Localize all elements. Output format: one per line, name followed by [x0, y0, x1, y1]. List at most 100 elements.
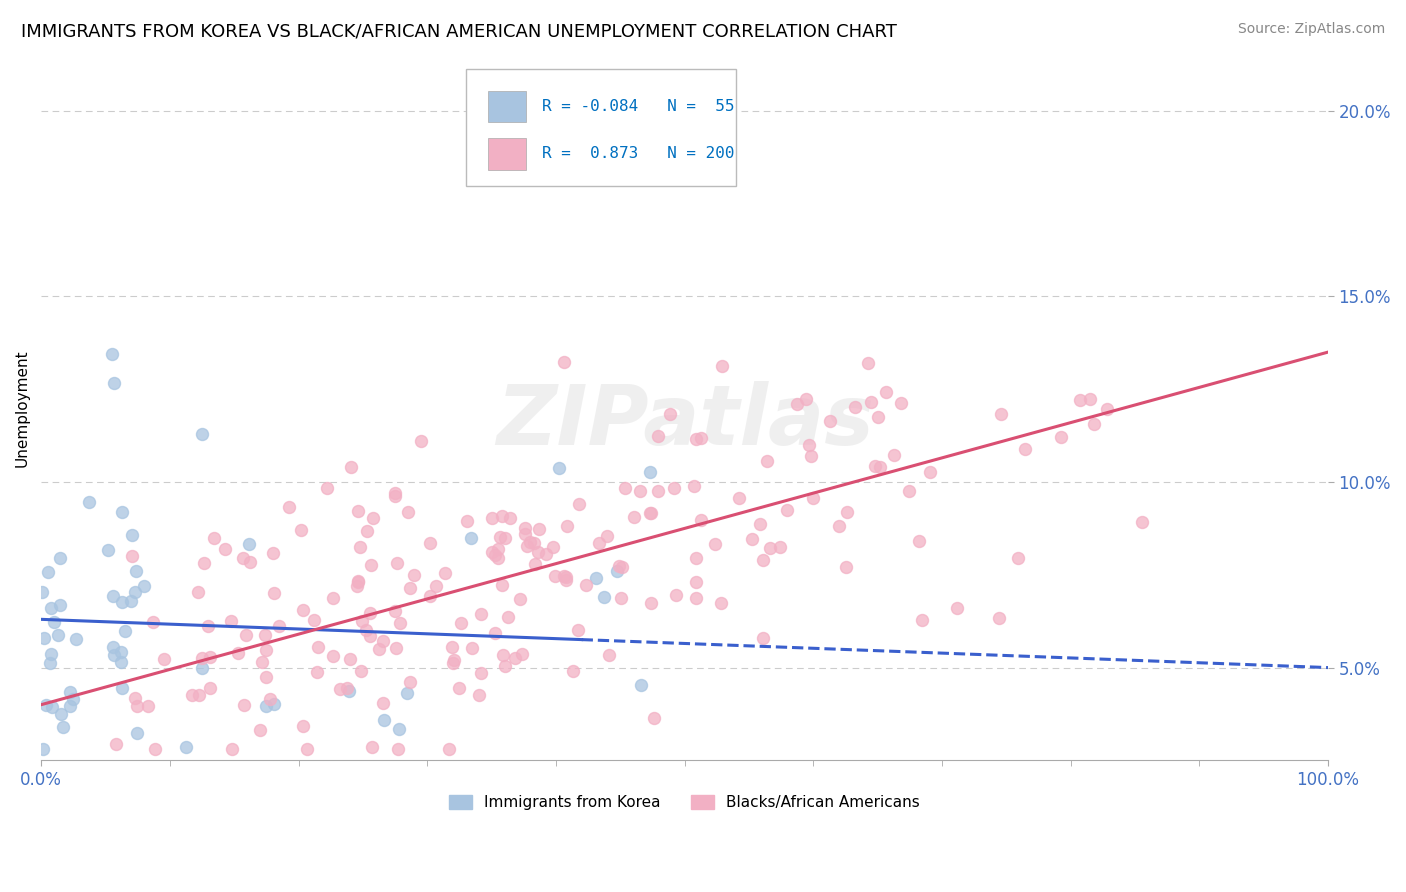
Point [1069, 392, 1091, 407]
Point [727, 491, 749, 505]
Point [101, 589, 124, 603]
Point [640, 596, 662, 610]
Y-axis label: Unemployment: Unemployment [15, 349, 30, 467]
Point [349, 541, 371, 555]
Point [277, 500, 299, 515]
Point [371, 633, 394, 648]
Point [388, 616, 411, 631]
Point [567, 623, 589, 637]
Point [254, 628, 277, 642]
FancyBboxPatch shape [465, 70, 737, 186]
Point [515, 527, 537, 541]
Point [640, 506, 662, 520]
Point [200, 649, 222, 664]
Point [235, 628, 257, 642]
Point [818, 414, 841, 428]
Point [523, 536, 546, 550]
Point [263, 697, 285, 711]
Point [49, 550, 72, 565]
Point [111, 681, 134, 696]
Point [844, 401, 866, 415]
Point [105, 737, 128, 751]
Point [39, 657, 62, 671]
Point [548, 460, 571, 475]
Point [492, 648, 515, 662]
Point [605, 565, 627, 579]
Point [197, 619, 219, 633]
Point [262, 546, 284, 560]
Point [291, 603, 314, 617]
Point [152, 652, 174, 666]
Point [461, 640, 484, 655]
Point [503, 650, 526, 665]
Point [647, 483, 669, 498]
Point [683, 478, 706, 492]
Point [322, 649, 344, 664]
Point [510, 647, 533, 661]
Point [361, 511, 384, 525]
Point [470, 607, 492, 621]
Point [988, 611, 1011, 625]
Point [516, 539, 538, 553]
Point [239, 556, 262, 570]
Point [111, 595, 134, 609]
Text: R =  0.873   N = 200: R = 0.873 N = 200 [541, 146, 734, 161]
Point [450, 615, 472, 630]
Point [121, 528, 143, 542]
Point [513, 520, 536, 534]
Point [755, 454, 778, 468]
Point [890, 395, 912, 409]
Point [340, 460, 363, 475]
Point [690, 513, 713, 527]
Point [388, 722, 411, 736]
Point [368, 641, 391, 656]
Point [34, 698, 56, 712]
Point [859, 395, 882, 409]
Point [704, 536, 727, 550]
FancyBboxPatch shape [488, 91, 526, 122]
Point [751, 631, 773, 645]
Point [219, 614, 242, 628]
Point [638, 506, 661, 520]
Point [290, 523, 312, 537]
Point [373, 696, 395, 710]
Point [433, 566, 456, 580]
Point [315, 481, 337, 495]
Point [598, 648, 620, 662]
Point [51, 707, 73, 722]
Point [101, 347, 124, 361]
FancyBboxPatch shape [488, 138, 526, 169]
Point [396, 686, 419, 700]
Point [527, 544, 550, 558]
Point [254, 670, 277, 684]
Point [828, 519, 851, 533]
Text: Source: ZipAtlas.com: Source: ZipAtlas.com [1237, 22, 1385, 37]
Point [425, 580, 447, 594]
Point [484, 626, 506, 640]
Point [202, 531, 225, 545]
Point [628, 484, 651, 499]
Point [553, 355, 575, 369]
Point [238, 537, 260, 551]
Point [384, 489, 406, 503]
Point [437, 742, 460, 756]
Point [120, 594, 142, 608]
Point [346, 579, 368, 593]
Point [460, 531, 482, 545]
Point [31, 742, 53, 756]
Point [856, 356, 879, 370]
Point [665, 588, 688, 602]
Point [31, 584, 53, 599]
Point [585, 571, 607, 585]
Point [396, 505, 419, 519]
Point [491, 578, 513, 592]
Point [121, 549, 143, 564]
Point [610, 560, 633, 574]
Point [640, 465, 662, 479]
Point [62, 692, 84, 706]
Point [97, 543, 120, 558]
Point [441, 656, 464, 670]
Point [103, 640, 125, 655]
Point [124, 691, 146, 706]
Point [114, 624, 136, 639]
